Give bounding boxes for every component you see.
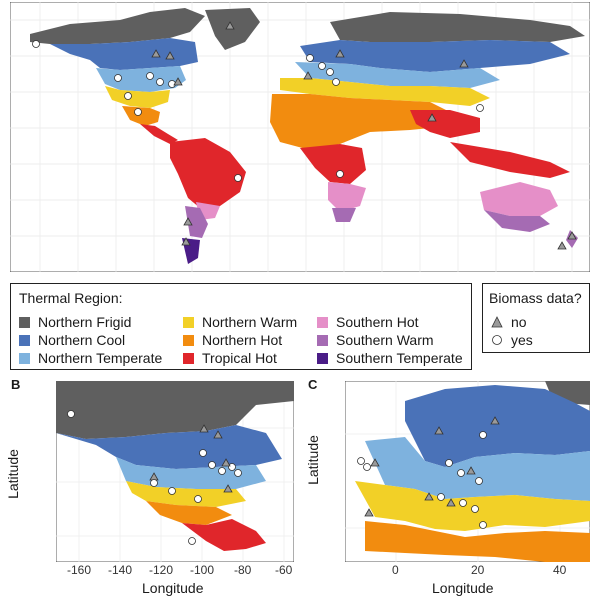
c-xtick: 20 [471, 563, 485, 577]
biomass-yes-item: yes [491, 332, 533, 348]
panel-b-letter: B [11, 377, 21, 392]
eurasia-temperate [295, 62, 500, 88]
biomass-legend: Biomass data? no yes [482, 283, 590, 353]
c-xtick: 0 [392, 563, 399, 577]
na-hot [122, 106, 160, 126]
na-tropical [140, 124, 178, 144]
c-xtick: 40 [553, 563, 567, 577]
panel-b-ylabel: Latitude [4, 449, 21, 499]
australia-hot [480, 182, 558, 216]
europe-map: 60 40 [345, 381, 590, 562]
panel-b-xticks: -160 -140 -120 -100 -80 -60 [56, 563, 294, 577]
africa-tropical [300, 144, 366, 184]
swatch-northern-frigid [19, 316, 30, 328]
legend-item: Northern Temperate [19, 350, 162, 366]
b-xtick: -100 [190, 563, 215, 577]
swatch-northern-cool [19, 334, 30, 346]
africa-southern-hot [328, 182, 366, 212]
b-xtick: -120 [149, 563, 174, 577]
triangle-marker-icon [491, 316, 503, 328]
legend-item: Southern Temperate [317, 350, 463, 366]
africa-southern-warm [332, 208, 356, 222]
swatch-southern-temperate [317, 352, 328, 364]
swatch-northern-warm [183, 316, 194, 328]
b-xtick: -140 [108, 563, 133, 577]
b-xtick: -60 [275, 563, 293, 577]
b-xtick: -160 [67, 563, 92, 577]
swatch-southern-hot [317, 316, 328, 328]
eurasia-frigid [330, 12, 585, 42]
panel-c-ylabel: Latitude [304, 435, 321, 485]
na-temperate [96, 66, 186, 92]
biomass-no-item: no [491, 314, 527, 330]
panel-b-xlabel: Longitude [142, 580, 204, 596]
panel-c-xticks: 0 20 40 [345, 563, 590, 577]
na-frigid [30, 8, 205, 44]
na-warm [105, 86, 170, 108]
thermal-region-legend: Thermal Region: Northern Frigid Northern… [10, 283, 472, 370]
world-map [10, 2, 590, 272]
circle-marker-icon [492, 335, 502, 345]
swatch-northern-hot [183, 334, 194, 346]
legend-item: Northern Warm [183, 314, 297, 330]
seasia-tropical [450, 142, 570, 178]
north-america-map: 60 40 20 [56, 381, 294, 562]
legend-item: Southern Warm [317, 332, 434, 348]
africa-hot [270, 94, 450, 150]
legend-item: Southern Hot [317, 314, 419, 330]
legend-item: Northern Hot [183, 332, 282, 348]
panel-c-xlabel: Longitude [432, 580, 494, 596]
legend-item: Tropical Hot [183, 350, 277, 366]
eurasia-warm [280, 78, 490, 106]
biomass-legend-title: Biomass data? [489, 290, 582, 306]
sa-southern-warm [185, 206, 208, 238]
eurasia-cool [300, 40, 570, 72]
asia-tropical [410, 110, 480, 138]
panel-c-letter: C [308, 377, 318, 392]
swatch-northern-temperate [19, 352, 30, 364]
legend-title: Thermal Region: [19, 290, 123, 306]
australia-warm [484, 210, 550, 232]
legend-item: Northern Cool [19, 332, 125, 348]
na-cool [50, 38, 198, 70]
swatch-southern-warm [317, 334, 328, 346]
swatch-tropical-hot [183, 352, 194, 364]
legend-item: Northern Frigid [19, 314, 131, 330]
sa-tropical [170, 138, 246, 208]
b-xtick: -80 [234, 563, 252, 577]
